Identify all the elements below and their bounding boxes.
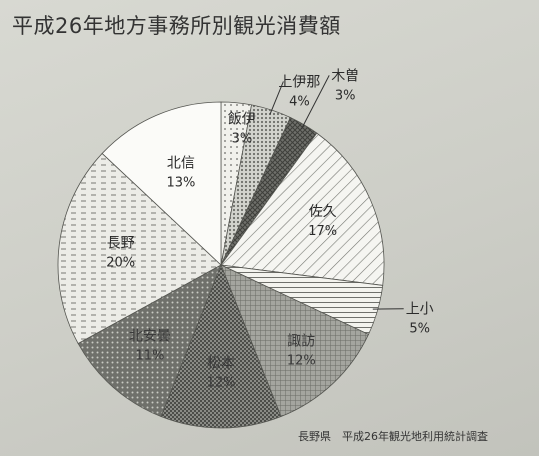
leader-line-2 bbox=[269, 81, 284, 115]
pie-slice-4 bbox=[220, 132, 385, 286]
slice-value-label-6: 12% bbox=[287, 354, 316, 369]
slice-name-label-7: 松本 bbox=[207, 356, 235, 372]
slice-name-label-6: 諏訪 bbox=[287, 334, 315, 350]
pie-slice-9 bbox=[57, 152, 222, 345]
slice-name-label-5: 上小 bbox=[406, 302, 434, 318]
slice-name-label-1: 飯伊 bbox=[228, 111, 256, 128]
slice-name-label-2: 上伊那 bbox=[278, 74, 320, 90]
slice-value-label-2: 4% bbox=[289, 94, 310, 109]
chart-title: 平成26年地方事務所別観光消費額 bbox=[12, 14, 341, 38]
slice-value-label-8: 11% bbox=[135, 349, 164, 364]
slice-value-label-9: 20% bbox=[106, 255, 135, 270]
slice-value-label-3: 3% bbox=[335, 88, 356, 103]
pie-slice-10 bbox=[101, 101, 222, 266]
source-note: 長野県 平成26年観光地利用統計調査 bbox=[298, 430, 488, 443]
slice-value-label-1: 3% bbox=[232, 132, 253, 147]
slice-value-label-7: 12% bbox=[207, 376, 236, 391]
slice-value-label-10: 13% bbox=[166, 175, 195, 190]
leader-line-3 bbox=[301, 75, 330, 130]
slice-name-label-9: 長野 bbox=[107, 235, 135, 251]
pie-slice-8 bbox=[77, 264, 222, 418]
pie-slice-7 bbox=[160, 263, 282, 429]
slice-name-label-3: 木曽 bbox=[331, 68, 359, 84]
slice-name-label-10: 北信 bbox=[167, 155, 195, 171]
pie-slice-6 bbox=[220, 264, 370, 418]
slice-value-label-4: 17% bbox=[308, 224, 337, 239]
slice-value-label-5: 5% bbox=[409, 322, 430, 337]
slice-name-label-8: 北安曇 bbox=[129, 329, 171, 345]
slice-name-label-4: 佐久 bbox=[309, 204, 337, 220]
